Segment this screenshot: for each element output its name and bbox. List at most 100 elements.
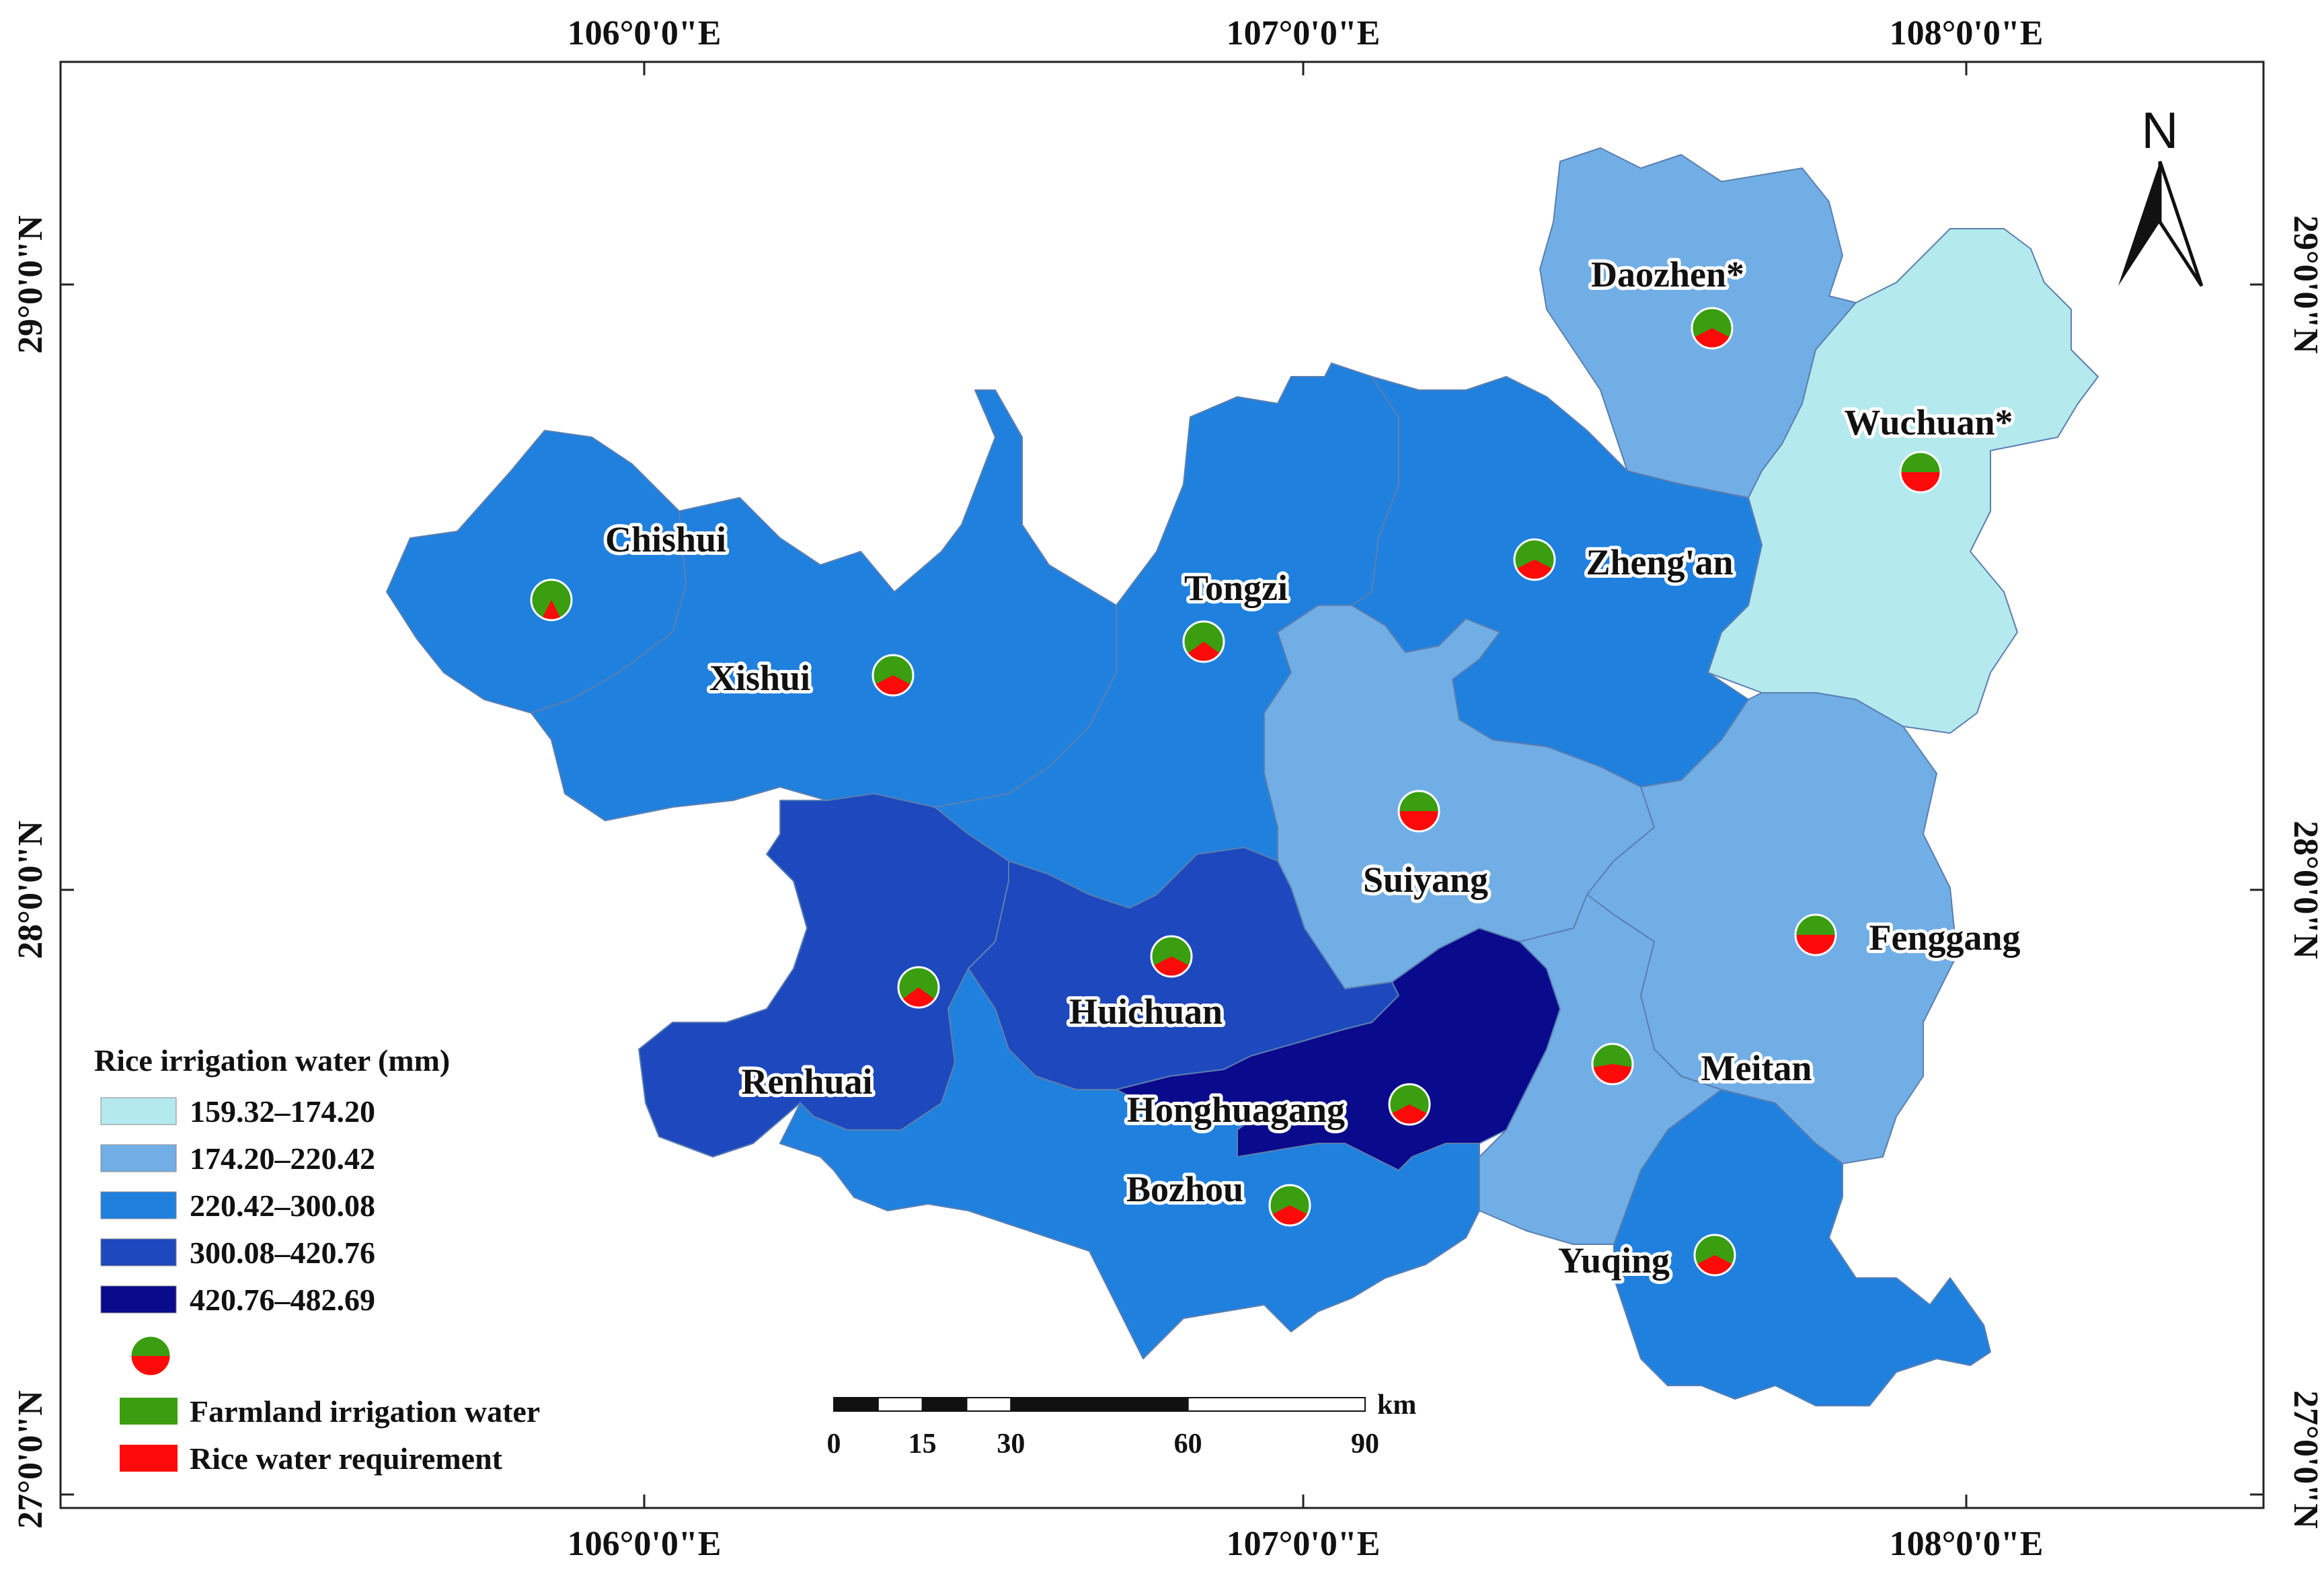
label-daozhen: Daozhen* <box>1591 254 1744 295</box>
pie-meitan <box>1591 1043 1634 1086</box>
legend-swatch-1 <box>100 1144 177 1172</box>
legend-pie-swatch-1 <box>120 1445 178 1472</box>
lon-label-top-108: 108°0'0"E <box>1890 14 2044 52</box>
pie-yuqing-outline <box>1693 1234 1736 1277</box>
pie-honghuagang-outline <box>1388 1083 1431 1126</box>
scale-bar: km 0 15 30 60 90 <box>827 1390 1417 1460</box>
legend-pie-sample-icon-outline <box>129 1334 172 1377</box>
pie-honghuagang <box>1388 1083 1431 1126</box>
label-wuchuan: Wuchuan* <box>1844 402 2013 443</box>
pie-xishui-red-slice <box>875 675 911 696</box>
label-chishui: Chishui <box>605 519 726 560</box>
legend-swatch-2 <box>100 1191 177 1219</box>
lon-label-bottom-108: 108°0'0"E <box>1890 1525 2044 1563</box>
pie-tongzi <box>1182 620 1225 663</box>
scale-segment-4 <box>1010 1397 1189 1412</box>
scale-segment-1 <box>877 1397 923 1412</box>
pie-zhengan-red-slice <box>1516 560 1553 580</box>
region-yuqing <box>1613 1089 1991 1406</box>
label-suiyang: Suiyang <box>1363 860 1488 900</box>
legend-pie-sample-icon-red-slice <box>130 1356 171 1376</box>
pie-daozhen-red-slice <box>1694 328 1730 348</box>
pie-huichuan-red-slice <box>1153 956 1190 977</box>
county-polygons <box>386 147 2099 1406</box>
legend-pie-items: Farmland irrigation water Rice water requ… <box>120 1394 540 1476</box>
region-bozhou <box>779 968 1480 1359</box>
pie-fenggang-red-slice <box>1795 935 1836 955</box>
label-meitan: Meitan <box>1701 1048 1812 1088</box>
legend: Rice irrigation water (mm) 159.32–174.20… <box>94 1043 540 1476</box>
label-tongzi: Tongzi <box>1184 568 1288 608</box>
legend-label-1: 174.20–220.42 <box>190 1141 375 1176</box>
county-labels: Chishui Xishui Tongzi Zheng'an Daozhen* … <box>602 251 2024 1284</box>
label-renhuai: Renhuai <box>741 1061 872 1102</box>
legend-swatch-4 <box>100 1285 177 1314</box>
pie-zhengan-outline <box>1513 538 1556 581</box>
pie-xishui <box>872 654 915 697</box>
scale-tick-2: 30 <box>997 1429 1025 1460</box>
legend-swatch-3 <box>100 1238 177 1266</box>
pie-tongzi-red-slice <box>1187 642 1221 662</box>
pie-daozhen <box>1691 307 1734 350</box>
legend-pie-icon <box>129 1334 172 1377</box>
legend-classes: 159.32–174.20 174.20–220.42 220.42–300.08 3… <box>100 1094 375 1317</box>
label-fenggang: Fenggang <box>1869 917 2020 958</box>
legend-label-4: 420.76–482.69 <box>190 1283 375 1317</box>
pie-bozhou <box>1268 1184 1311 1227</box>
pie-fenggang-outline <box>1794 913 1837 956</box>
lat-label-right-29: 29°0'0"N <box>2286 215 2324 354</box>
pie-suiyang-outline <box>1397 790 1440 833</box>
pie-honghuagang-red-slice <box>1391 1104 1428 1125</box>
pie-suiyang <box>1397 790 1440 833</box>
pie-renhuai-red-slice <box>902 987 935 1008</box>
legend-label-3: 300.08–420.76 <box>190 1236 375 1270</box>
label-honghuagang: Honghuagang <box>1127 1090 1345 1130</box>
pie-chishui-outline <box>530 578 573 621</box>
legend-pie-label-1: Rice water requirement <box>190 1441 503 1476</box>
scale-segment-5 <box>1187 1397 1366 1412</box>
lon-label-top-106: 106°0'0"E <box>568 14 722 52</box>
legend-title: Rice irrigation water (mm) <box>94 1043 450 1077</box>
label-zhengan: Zheng'an <box>1586 542 1733 582</box>
pie-yuqing-red-slice <box>1697 1255 1733 1276</box>
legend-swatch-0 <box>100 1097 177 1125</box>
pie-daozhen-outline <box>1691 307 1734 350</box>
pie-huichuan <box>1150 935 1193 978</box>
pie-meitan-outline <box>1591 1043 1634 1086</box>
lat-label-left-28: 28°0'0"N <box>11 821 50 959</box>
label-xishui: Xishui <box>709 658 810 698</box>
label-yuqing: Yuqing <box>1558 1240 1670 1281</box>
pie-renhuai-outline <box>897 966 940 1009</box>
lon-label-bottom-106: 106°0'0"E <box>568 1525 722 1563</box>
scale-segment-0 <box>833 1397 879 1412</box>
pie-tongzi-outline <box>1182 620 1225 663</box>
legend-label-2: 220.42–300.08 <box>190 1188 375 1223</box>
grid-ticks <box>61 62 2263 1508</box>
north-label: N <box>2142 102 2179 159</box>
pie-huichuan-outline <box>1150 935 1193 978</box>
pie-bozhou-outline <box>1268 1184 1311 1227</box>
pie-wuchuan-outline <box>1899 451 1942 494</box>
north-arrow-icon <box>2118 161 2204 287</box>
scale-bar-segments <box>833 1397 1366 1412</box>
county-pie-charts <box>530 307 1942 1277</box>
label-huichuan: Huichuan <box>1069 991 1223 1032</box>
scale-segment-2 <box>921 1397 968 1412</box>
legend-pie-label-0: Farmland irrigation water <box>190 1394 540 1429</box>
legend-pie-swatch-0 <box>120 1398 178 1425</box>
pie-fenggang <box>1794 913 1837 956</box>
scale-tick-labels: 0 15 30 60 90 <box>827 1429 1380 1460</box>
pie-renhuai <box>897 966 940 1009</box>
scale-tick-3: 60 <box>1174 1429 1202 1460</box>
pie-wuchuan-red-slice <box>1900 472 1941 492</box>
scale-tick-0: 0 <box>827 1429 841 1460</box>
north-arrow: N <box>2118 102 2204 287</box>
scale-tick-1: 15 <box>908 1429 937 1460</box>
pie-bozhou-red-slice <box>1272 1205 1308 1226</box>
legend-label-0: 159.32–174.20 <box>190 1094 375 1129</box>
lat-label-right-27: 27°0'0"N <box>2286 1390 2324 1529</box>
lat-label-left-29: 29°0'0"N <box>11 215 50 354</box>
lat-label-right-28: 28°0'0"N <box>2286 821 2324 959</box>
scale-unit: km <box>1377 1390 1416 1421</box>
